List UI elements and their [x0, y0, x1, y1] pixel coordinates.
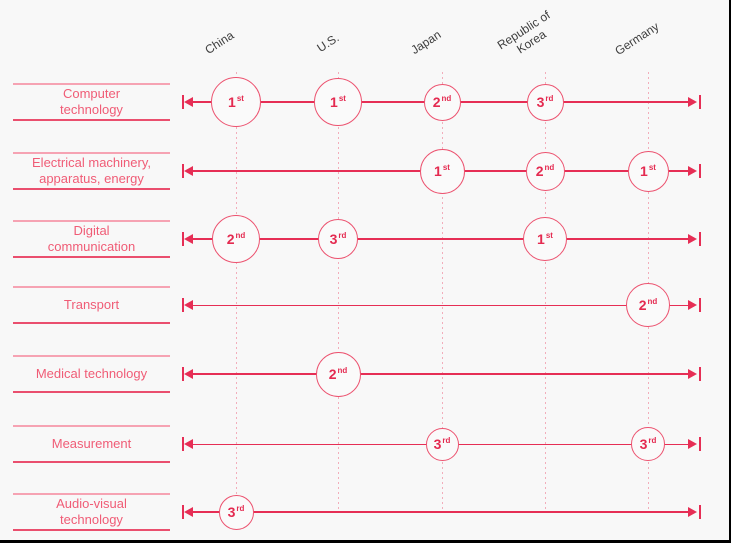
frame-bottom-border: [0, 540, 731, 543]
row-axis-left-cap: [182, 367, 184, 381]
row-axis-left-arrow: [184, 234, 193, 244]
column-header-china: China: [202, 28, 237, 57]
rank-suffix: st: [338, 93, 346, 103]
rank-value: 3: [536, 94, 545, 110]
row-axis-right-cap: [699, 232, 701, 246]
row-axis-right-arrow: [688, 234, 697, 244]
row-axis-left-arrow: [184, 369, 193, 379]
row-axis-right-arrow: [688, 97, 697, 107]
rank-value: 1: [434, 163, 442, 179]
rank-suffix: rd: [236, 503, 245, 513]
rank-suffix: st: [648, 162, 656, 172]
row-axis-line: [190, 305, 691, 306]
column-header-republic-of: Republic of Korea: [494, 7, 553, 57]
row-axis-left-arrow: [184, 439, 193, 449]
rank-value: 2: [226, 231, 235, 247]
rank-suffix: nd: [235, 230, 246, 240]
column-guide-japan: [442, 72, 443, 512]
column-guide-u-s: [338, 72, 339, 512]
rank-suffix: rd: [338, 230, 347, 240]
row-label-electrical-machinery: Electrical machinery, apparatus, energy: [13, 152, 170, 190]
row-axis-right-cap: [699, 367, 701, 381]
rank-suffix: nd: [337, 365, 348, 375]
column-header-germany: Germany: [612, 19, 662, 58]
row-axis-right-arrow: [688, 507, 697, 517]
row-axis-left-arrow: [184, 300, 193, 310]
frame-right-border: [729, 0, 731, 543]
column-header-japan: Japan: [408, 27, 444, 57]
rank-suffix: nd: [647, 296, 658, 306]
row-axis-right-cap: [699, 164, 701, 178]
rank-value: 1: [330, 94, 338, 110]
row-axis-left-arrow: [184, 166, 193, 176]
row-axis-right-arrow: [688, 166, 697, 176]
rank-suffix: rd: [545, 93, 554, 103]
rank-value: 3: [433, 436, 442, 452]
column-header-u-s: U.S.: [314, 30, 342, 55]
rank-value: 1: [228, 94, 236, 110]
row-axis-left-arrow: [184, 97, 193, 107]
rank-value: 1: [640, 163, 648, 179]
rank-suffix: nd: [441, 93, 452, 103]
rank-suffix: rd: [442, 435, 451, 445]
row-axis-right-arrow: [688, 439, 697, 449]
rank-value: 2: [535, 163, 544, 179]
row-label-measurement: Measurement: [13, 425, 170, 463]
rank-value: 2: [432, 94, 441, 110]
row-axis-right-cap: [699, 437, 701, 451]
rank-value: 3: [329, 231, 338, 247]
rank-suffix: st: [545, 230, 553, 240]
rank-value: 3: [227, 504, 236, 520]
row-axis-line: [190, 511, 691, 513]
row-axis-left-cap: [182, 164, 184, 178]
row-axis-left-cap: [182, 505, 184, 519]
rank-value: 2: [638, 297, 647, 313]
row-axis-left-cap: [182, 95, 184, 109]
row-label-audio-visual: Audio-visual technology: [13, 493, 170, 531]
rank-value: 3: [639, 436, 648, 452]
row-label-computer: Computer technology: [13, 83, 170, 121]
row-axis-line: [190, 238, 691, 240]
row-axis-right-cap: [699, 298, 701, 312]
rank-suffix: st: [236, 93, 244, 103]
row-axis-left-cap: [182, 298, 184, 312]
column-guide-china: [236, 72, 237, 512]
column-guide-republic-of: [545, 72, 546, 512]
row-label-digital: Digital communication: [13, 220, 170, 258]
rank-suffix: rd: [648, 435, 657, 445]
row-axis-right-cap: [699, 95, 701, 109]
row-axis-line: [190, 373, 691, 375]
rank-suffix: nd: [544, 162, 555, 172]
rank-suffix: st: [442, 162, 450, 172]
row-axis-right-arrow: [688, 369, 697, 379]
row-label-medical-technology: Medical technology: [13, 355, 170, 393]
row-axis-left-cap: [182, 437, 184, 451]
row-axis-right-cap: [699, 505, 701, 519]
row-axis-left-cap: [182, 232, 184, 246]
row-label-transport: Transport: [13, 286, 170, 324]
rank-value: 1: [537, 231, 545, 247]
rank-value: 2: [328, 366, 337, 382]
row-axis-right-arrow: [688, 300, 697, 310]
row-axis-left-arrow: [184, 507, 193, 517]
